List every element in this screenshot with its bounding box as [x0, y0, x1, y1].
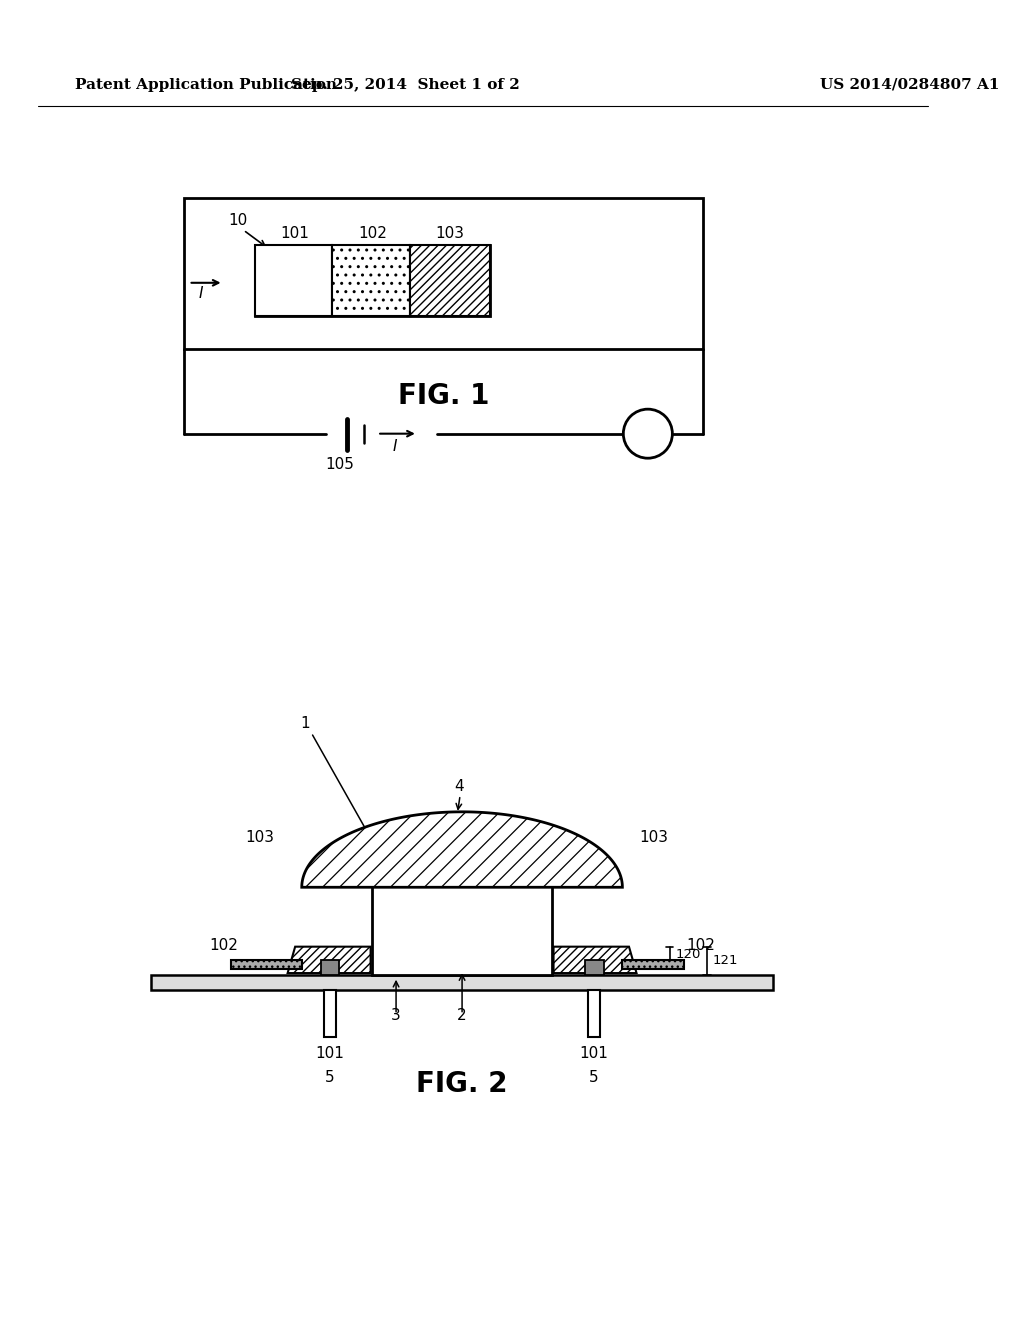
Bar: [255, 246, 333, 315]
Text: 3: 3: [391, 1008, 401, 1023]
Text: 102: 102: [209, 939, 238, 953]
Text: 101: 101: [281, 226, 309, 240]
Text: 121: 121: [713, 954, 738, 968]
Text: 1: 1: [300, 715, 309, 731]
Circle shape: [624, 409, 673, 458]
Text: 102: 102: [358, 226, 387, 240]
Text: I: I: [392, 438, 396, 454]
Bar: [623, 960, 684, 969]
Bar: [333, 246, 411, 315]
Text: 5: 5: [589, 1071, 599, 1085]
Text: 4: 4: [455, 779, 464, 795]
Text: 105: 105: [325, 457, 354, 471]
Polygon shape: [288, 946, 371, 973]
Text: 101: 101: [315, 1045, 344, 1061]
Text: 120: 120: [675, 948, 700, 961]
Text: 103: 103: [639, 830, 668, 845]
Bar: [184, 198, 702, 348]
Text: 5: 5: [326, 1071, 335, 1085]
Bar: [321, 960, 340, 975]
Text: FIG. 1: FIG. 1: [397, 381, 488, 411]
Text: 10: 10: [228, 213, 248, 228]
Text: FIG. 2: FIG. 2: [417, 1071, 508, 1098]
Text: I: I: [199, 286, 204, 301]
Bar: [585, 960, 603, 975]
Text: 2: 2: [458, 1008, 467, 1023]
Bar: [589, 990, 600, 1038]
Text: 103: 103: [245, 830, 273, 845]
Text: US 2014/0284807 A1: US 2014/0284807 A1: [820, 78, 999, 92]
Bar: [373, 886, 552, 975]
Text: 101: 101: [580, 1045, 608, 1061]
Bar: [151, 975, 773, 990]
Text: Sep. 25, 2014  Sheet 1 of 2: Sep. 25, 2014 Sheet 1 of 2: [291, 78, 520, 92]
Text: 102: 102: [686, 939, 715, 953]
Text: 103: 103: [436, 226, 465, 240]
Bar: [255, 246, 490, 315]
Bar: [411, 246, 490, 315]
Polygon shape: [302, 812, 623, 887]
Polygon shape: [554, 946, 637, 973]
Bar: [325, 990, 336, 1038]
Text: Patent Application Publication: Patent Application Publication: [76, 78, 338, 92]
Bar: [231, 960, 302, 969]
